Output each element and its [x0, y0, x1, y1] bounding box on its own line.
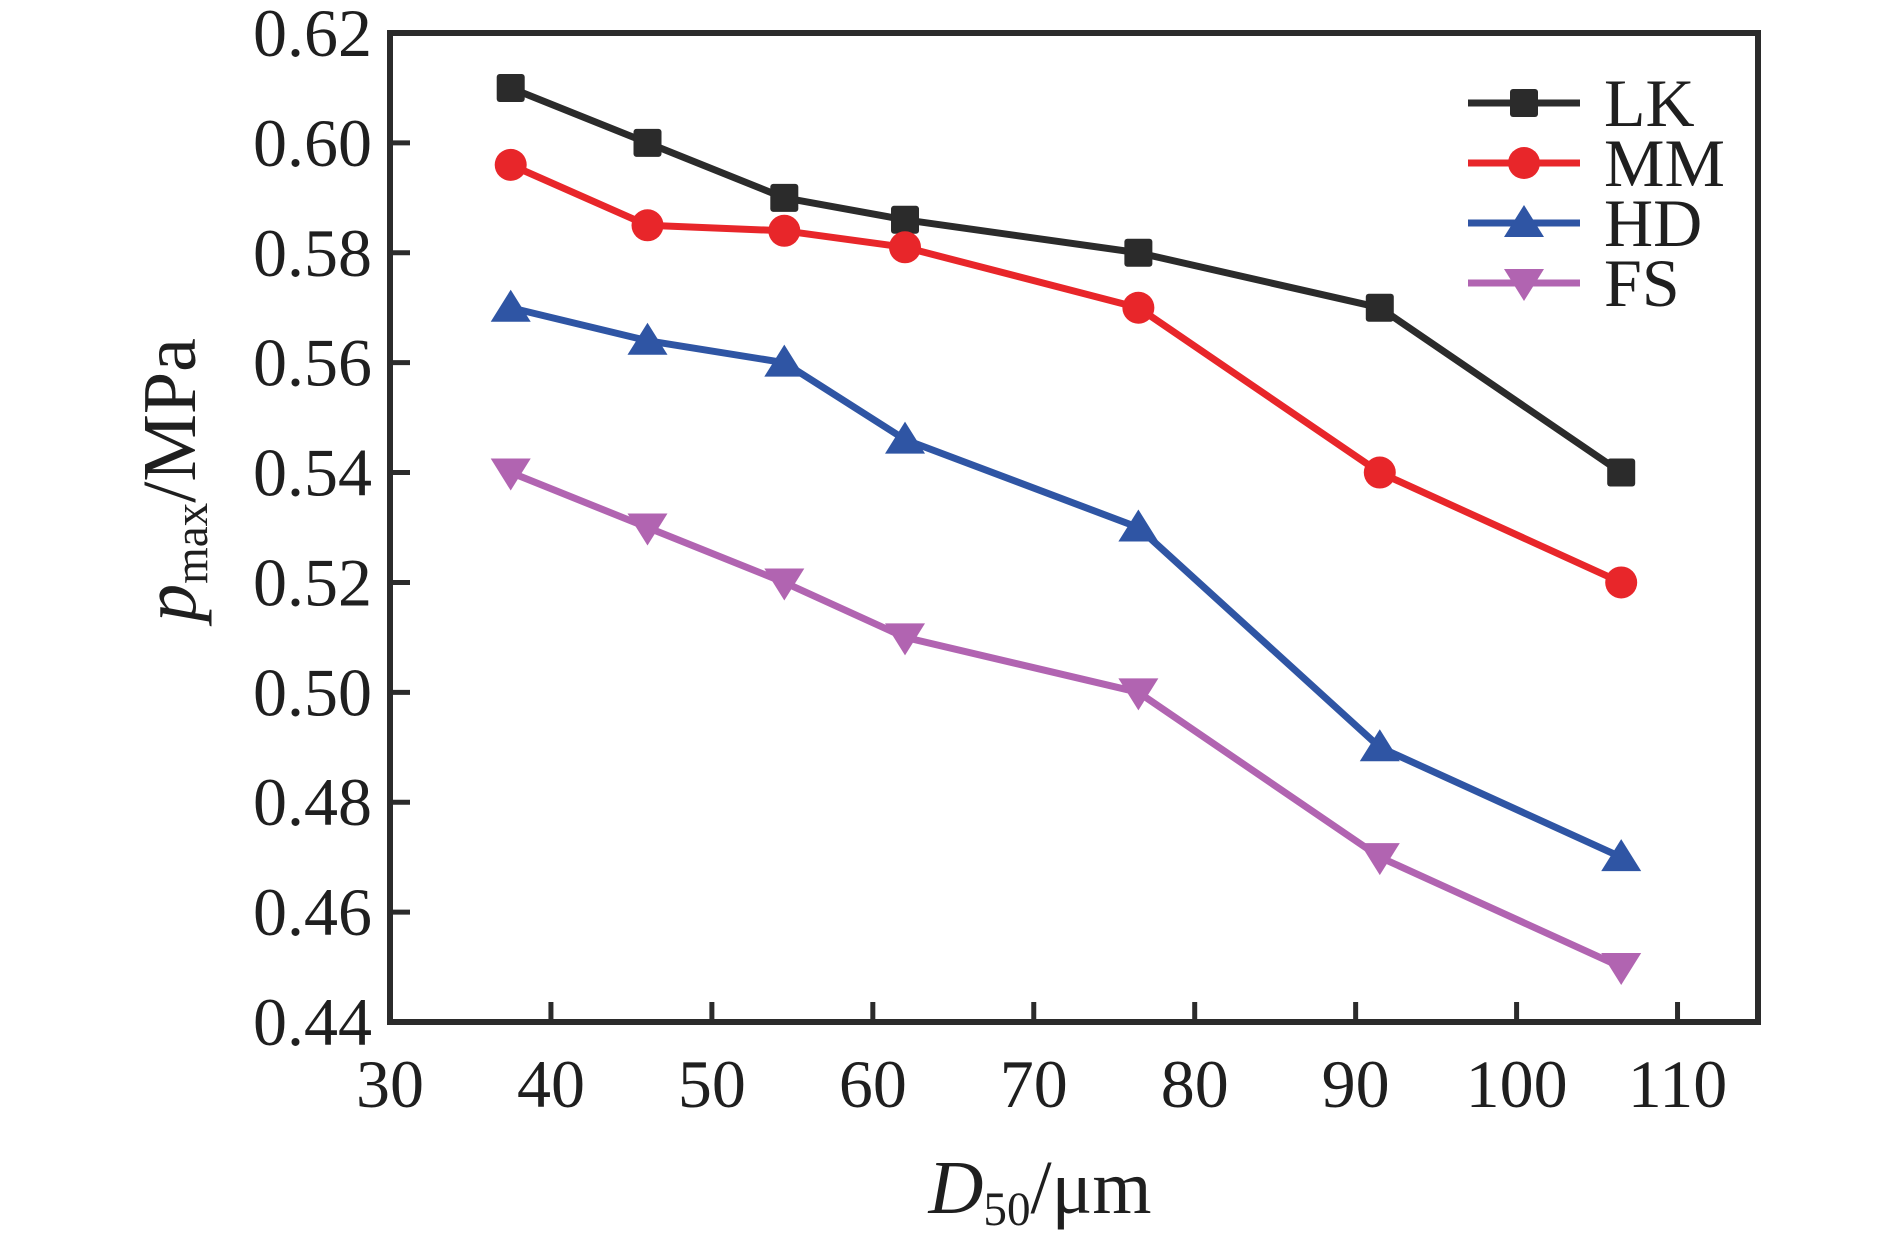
- y-tick-label: 0.62: [253, 0, 372, 71]
- legend-marker-LK: [1510, 89, 1538, 117]
- x-axis-subscript: 50: [983, 1183, 1031, 1236]
- series-line-MM: [509, 161, 1623, 586]
- x-axis-unit: /μm: [1030, 1146, 1152, 1230]
- legend-label-LK: LK: [1604, 65, 1695, 141]
- data-point-LK: [1365, 293, 1394, 322]
- data-point-FS: [885, 623, 926, 656]
- data-point-HD: [885, 421, 926, 454]
- data-point-LK: [1607, 458, 1636, 487]
- data-point-HD: [1601, 839, 1642, 872]
- x-tick-label: 110: [1628, 1046, 1727, 1122]
- y-tick-label: 0.46: [253, 874, 372, 950]
- plot-border: [387, 30, 1761, 1025]
- series-line-HD: [509, 304, 1623, 861]
- x-tick-label: 40: [517, 1046, 585, 1122]
- data-point-LK: [891, 205, 920, 234]
- legend-marker-MM: [1508, 147, 1540, 179]
- data-point-LK: [633, 128, 662, 157]
- y-tick-label: 0.60: [253, 105, 372, 181]
- data-point-FS: [1359, 843, 1400, 876]
- x-tick-label: 50: [678, 1046, 746, 1122]
- y-axis-unit: /MPa: [128, 338, 212, 503]
- x-tick-label: 100: [1466, 1046, 1568, 1122]
- x-axis-title: D50/μm: [929, 1150, 1152, 1233]
- legend-marker-HD: [1504, 205, 1544, 237]
- data-point-LK: [496, 73, 525, 102]
- x-tick-label: 30: [356, 1046, 424, 1122]
- y-tick-label: 0.50: [253, 654, 372, 730]
- data-point-FS: [764, 568, 805, 601]
- y-axis-symbol: p: [128, 583, 212, 622]
- x-tick-label: 70: [1000, 1046, 1068, 1122]
- y-tick-label: 0.48: [253, 764, 372, 840]
- x-tick-label: 90: [1322, 1046, 1390, 1122]
- data-point-MM: [1363, 456, 1396, 489]
- x-tick-label: 80: [1161, 1046, 1229, 1122]
- y-axis-title: pmax/MPa: [128, 338, 218, 622]
- data-point-FS: [1118, 678, 1159, 711]
- data-point-FS: [490, 458, 531, 491]
- data-point-LK: [770, 183, 799, 212]
- data-point-FS: [1601, 953, 1642, 986]
- data-point-HD: [490, 289, 531, 322]
- data-point-MM: [1605, 566, 1638, 599]
- legend-marker-FS: [1504, 269, 1544, 301]
- legend-label-HD: HD: [1604, 185, 1702, 261]
- data-point-HD: [1118, 509, 1159, 542]
- legend-label-FS: FS: [1604, 245, 1680, 321]
- y-axis-subscript: max: [165, 502, 218, 584]
- x-tick-label: 60: [839, 1046, 907, 1122]
- data-point-HD: [627, 322, 668, 355]
- y-tick-label: 0.56: [253, 325, 372, 401]
- data-point-MM: [631, 209, 664, 242]
- data-point-HD: [764, 344, 805, 377]
- series-line-LK: [509, 84, 1624, 476]
- data-point-MM: [768, 214, 801, 247]
- data-point-MM: [494, 148, 527, 181]
- legend-label-MM: MM: [1604, 125, 1725, 201]
- data-point-LK: [1124, 238, 1153, 267]
- y-tick-label: 0.44: [253, 984, 372, 1060]
- series-line-FS: [509, 469, 1623, 971]
- data-point-MM: [889, 231, 922, 264]
- y-tick-label: 0.52: [253, 544, 372, 620]
- x-axis-symbol: D: [928, 1146, 984, 1230]
- data-point-HD: [1359, 729, 1400, 762]
- y-tick-label: 0.58: [253, 215, 372, 291]
- data-point-MM: [1122, 291, 1155, 324]
- y-tick-label: 0.54: [253, 435, 372, 511]
- data-point-FS: [627, 513, 668, 546]
